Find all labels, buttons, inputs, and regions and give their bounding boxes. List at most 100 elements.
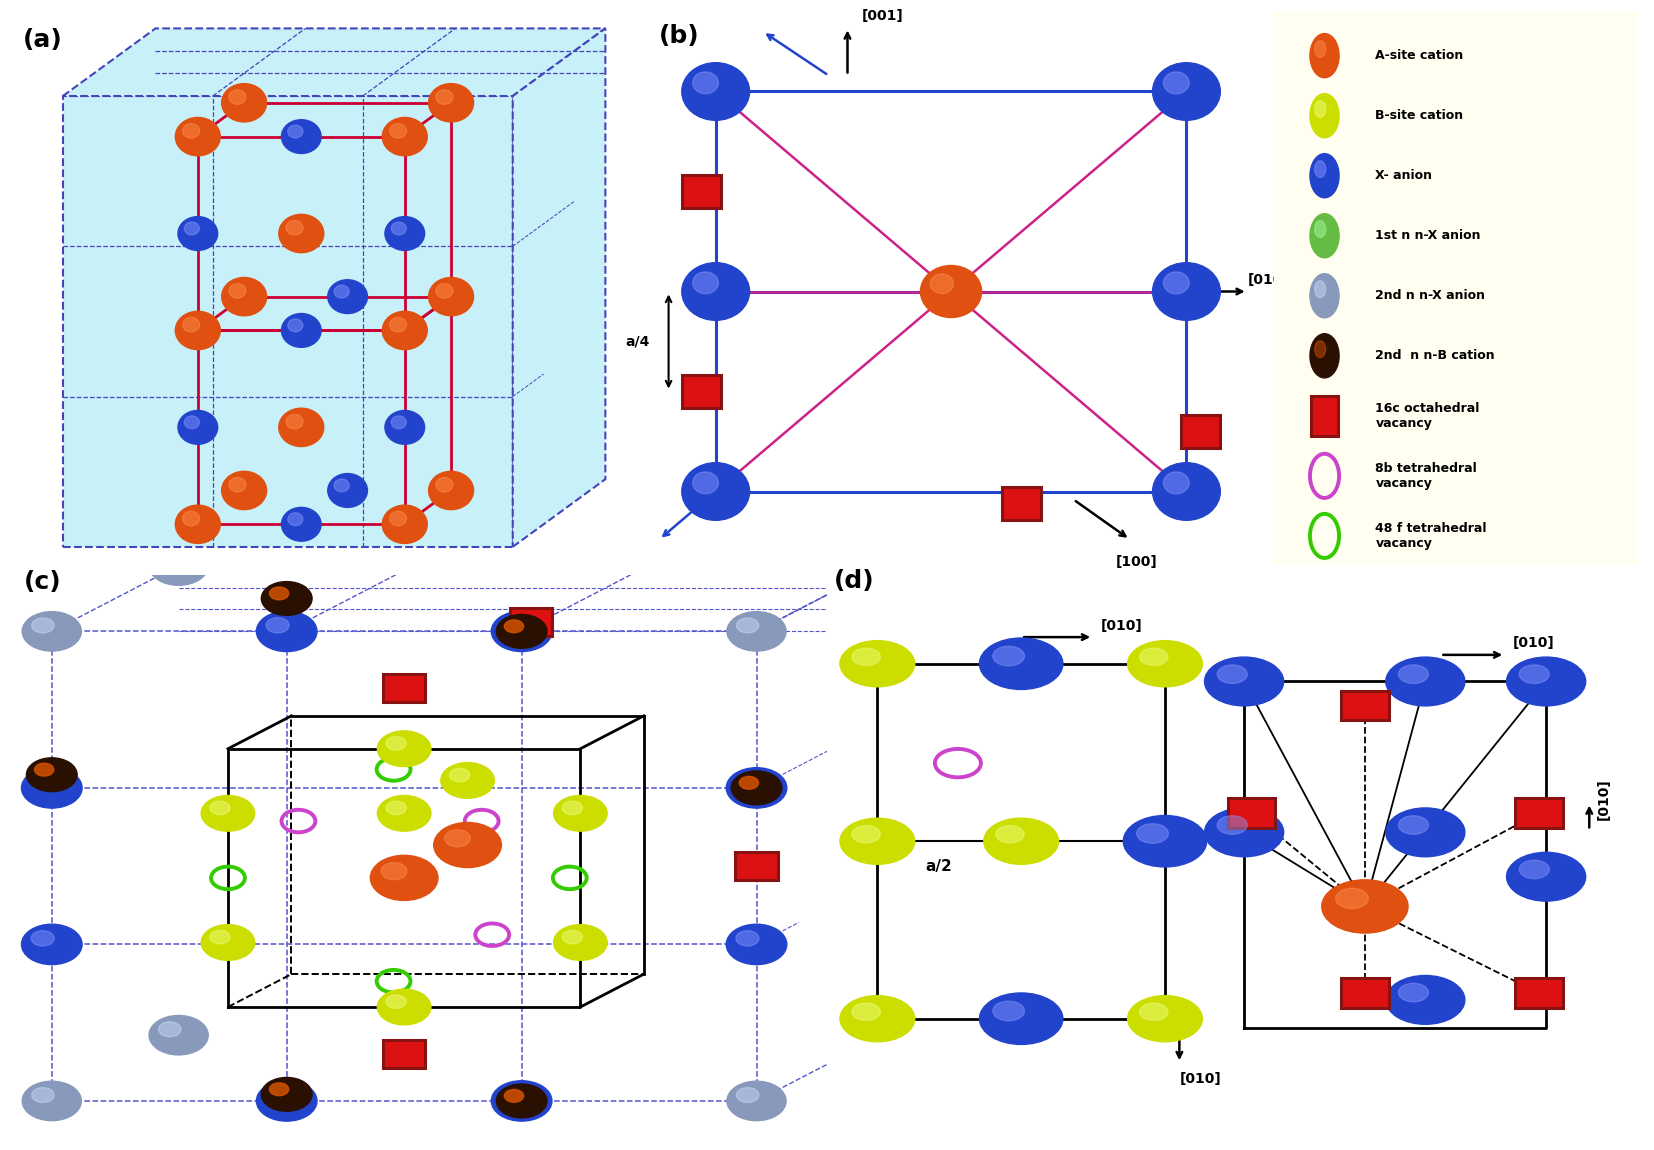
Circle shape: [1163, 72, 1189, 94]
Circle shape: [863, 1022, 887, 1037]
Text: [001]: [001]: [862, 9, 903, 23]
Circle shape: [377, 731, 432, 767]
Circle shape: [435, 90, 453, 105]
Circle shape: [380, 862, 407, 880]
FancyBboxPatch shape: [509, 608, 552, 636]
Circle shape: [270, 586, 289, 600]
Circle shape: [726, 612, 786, 651]
Circle shape: [382, 505, 427, 544]
Text: 48 f tetrahedral
vacancy: 48 f tetrahedral vacancy: [1376, 522, 1487, 550]
Circle shape: [1507, 852, 1586, 902]
Circle shape: [731, 770, 782, 805]
Circle shape: [853, 1015, 913, 1055]
Circle shape: [210, 802, 230, 814]
Circle shape: [1507, 657, 1586, 706]
Circle shape: [992, 646, 1024, 666]
Circle shape: [1386, 975, 1465, 1025]
Polygon shape: [513, 29, 605, 547]
FancyBboxPatch shape: [736, 852, 777, 880]
Text: [010]: [010]: [1247, 274, 1290, 288]
Circle shape: [182, 123, 200, 138]
Circle shape: [1217, 815, 1247, 834]
Circle shape: [1310, 334, 1340, 378]
Polygon shape: [63, 97, 513, 547]
Circle shape: [389, 317, 407, 332]
Circle shape: [501, 1087, 524, 1103]
FancyBboxPatch shape: [1002, 486, 1042, 520]
Text: (d): (d): [834, 569, 875, 593]
Circle shape: [693, 472, 718, 493]
Circle shape: [385, 216, 425, 251]
Circle shape: [392, 416, 407, 429]
Text: A-site cation: A-site cation: [1376, 49, 1464, 62]
Circle shape: [281, 314, 321, 347]
Circle shape: [175, 312, 220, 350]
Circle shape: [382, 117, 427, 155]
Text: X- anion: X- anion: [1376, 169, 1432, 182]
Circle shape: [852, 1003, 880, 1020]
Circle shape: [863, 552, 887, 567]
Text: [010]: [010]: [1179, 1072, 1221, 1086]
Circle shape: [1140, 649, 1168, 666]
Circle shape: [22, 612, 81, 651]
Circle shape: [334, 285, 349, 298]
Circle shape: [1386, 657, 1465, 706]
Circle shape: [840, 818, 915, 865]
FancyBboxPatch shape: [1341, 691, 1389, 720]
Circle shape: [1315, 340, 1327, 358]
Circle shape: [1315, 40, 1327, 58]
Circle shape: [681, 63, 749, 121]
Circle shape: [979, 992, 1064, 1044]
Circle shape: [1315, 281, 1327, 298]
Circle shape: [442, 762, 495, 798]
Circle shape: [504, 1089, 524, 1103]
Circle shape: [852, 826, 880, 843]
Circle shape: [1315, 161, 1327, 177]
Circle shape: [501, 618, 524, 633]
Circle shape: [385, 802, 407, 814]
Circle shape: [491, 611, 552, 652]
Circle shape: [496, 1084, 547, 1118]
Circle shape: [182, 317, 200, 332]
Circle shape: [1153, 63, 1221, 121]
Circle shape: [504, 620, 524, 632]
FancyBboxPatch shape: [1515, 798, 1563, 828]
Text: a/4: a/4: [625, 335, 650, 348]
Circle shape: [428, 472, 473, 509]
Circle shape: [445, 829, 470, 846]
Circle shape: [1310, 214, 1340, 258]
Circle shape: [852, 649, 880, 666]
Circle shape: [228, 477, 246, 492]
FancyBboxPatch shape: [1267, 6, 1641, 575]
Circle shape: [736, 774, 759, 790]
Circle shape: [554, 796, 607, 831]
Circle shape: [1140, 1003, 1168, 1020]
Circle shape: [496, 614, 547, 649]
Circle shape: [261, 1078, 313, 1111]
FancyBboxPatch shape: [384, 1040, 425, 1068]
Circle shape: [435, 284, 453, 298]
Circle shape: [256, 1081, 318, 1121]
Circle shape: [1136, 823, 1168, 843]
Circle shape: [1153, 462, 1221, 520]
Circle shape: [222, 472, 266, 509]
Circle shape: [736, 1088, 759, 1103]
FancyBboxPatch shape: [862, 787, 905, 814]
Circle shape: [184, 416, 200, 429]
Circle shape: [210, 930, 230, 944]
Circle shape: [1217, 665, 1247, 683]
Circle shape: [984, 818, 1059, 865]
Circle shape: [739, 776, 759, 789]
Text: (a): (a): [23, 29, 63, 53]
Circle shape: [1123, 815, 1207, 867]
Circle shape: [202, 796, 255, 831]
Circle shape: [979, 638, 1064, 690]
Circle shape: [385, 737, 407, 750]
FancyBboxPatch shape: [1227, 798, 1275, 828]
Circle shape: [840, 641, 915, 687]
Circle shape: [726, 925, 787, 965]
Circle shape: [1163, 472, 1189, 493]
Circle shape: [228, 284, 246, 298]
Circle shape: [31, 774, 55, 790]
FancyBboxPatch shape: [384, 674, 425, 702]
